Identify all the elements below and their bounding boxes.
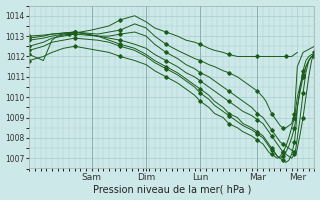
X-axis label: Pression niveau de la mer( hPa ): Pression niveau de la mer( hPa ) <box>92 184 251 194</box>
